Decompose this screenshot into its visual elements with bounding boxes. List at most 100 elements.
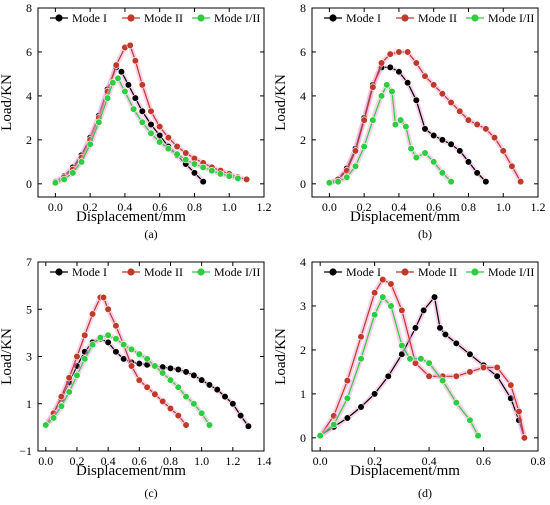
data-point (73, 371, 81, 380)
data-point (384, 372, 392, 380)
x-tick-label: 0.6 (476, 454, 491, 468)
x-tick-label: 0.2 (83, 200, 98, 214)
data-point (421, 149, 429, 157)
data-point (81, 355, 89, 363)
data-point (199, 178, 207, 186)
panel-label: (a) (144, 227, 157, 241)
legend-marker (471, 14, 479, 22)
data-point (402, 123, 410, 131)
y-tick-label: 2 (300, 133, 306, 147)
legend-label: Mode I (346, 11, 381, 25)
y-axis-label: Load/KN (0, 328, 15, 385)
data-point (174, 411, 182, 420)
plot-frame (311, 261, 539, 452)
data-point (452, 372, 460, 380)
legend-label: Mode I (72, 265, 107, 279)
legend-marker (55, 268, 63, 276)
x-axis-label: Displacement/mm (350, 463, 460, 479)
legend-entry: Mode II (396, 11, 457, 25)
data-point (166, 404, 175, 413)
data-point (386, 63, 394, 71)
legend-entry: Mode I/II (192, 11, 260, 25)
x-tick-label: 0.6 (132, 454, 147, 468)
data-point (421, 72, 429, 80)
data-point (166, 364, 175, 372)
data-point (383, 81, 391, 89)
data-point (147, 129, 155, 137)
data-point (351, 162, 360, 170)
data-point (95, 118, 103, 126)
x-tick-label: 0.4 (117, 200, 132, 214)
data-point (182, 368, 190, 376)
data-point (404, 79, 412, 87)
data-point (438, 136, 446, 144)
data-point (482, 125, 490, 133)
legend-marker (127, 14, 135, 22)
data-point (104, 338, 112, 346)
legend-marker (329, 14, 337, 22)
data-point (387, 302, 395, 310)
data-point (159, 397, 167, 405)
data-point (127, 345, 136, 354)
data-point (117, 68, 126, 76)
data-point (112, 61, 120, 69)
data-point (388, 87, 396, 96)
y-tick-label: −1 (19, 444, 32, 458)
legend-label: Mode I/II (488, 265, 534, 279)
data-point (343, 394, 351, 402)
data-point (205, 421, 214, 429)
y-tick-label: 7 (26, 255, 32, 269)
data-point (126, 41, 134, 49)
data-point (357, 355, 365, 363)
legend-marker (401, 268, 409, 276)
panel-label: (c) (144, 486, 157, 500)
data-point (198, 376, 206, 384)
x-tick-label: 0.2 (367, 454, 382, 468)
series-line (319, 279, 525, 438)
x-tick-label: 0.6 (152, 200, 167, 214)
data-point (343, 414, 351, 422)
plot-frame (37, 261, 265, 452)
data-point (42, 421, 50, 429)
chart-panel-1: 0.0 0.2 0.4 0.6 0.8 1.0 1.2 0 2 4 6 8 Displacement/m… (0, 1, 272, 241)
data-point (412, 59, 420, 67)
data-point (493, 372, 501, 380)
data-point (438, 90, 446, 98)
data-point (121, 87, 129, 96)
data-point (430, 293, 439, 301)
data-point (198, 409, 206, 417)
data-point (243, 175, 251, 184)
legend-entry: Mode II (122, 11, 183, 25)
data-point (182, 421, 190, 429)
data-point (334, 178, 342, 186)
plot-frame (311, 7, 539, 198)
data-point (104, 305, 112, 313)
legend-entry: Mode II (396, 265, 457, 279)
data-point (482, 178, 490, 186)
data-point (131, 57, 139, 65)
x-tick-label: 1.0 (194, 454, 209, 468)
data-point (151, 390, 159, 398)
chart-panel-3: 0.0 0.2 0.4 0.6 0.8 1.0 1.2 1.4 −1 1 3 5 7 Displaceme… (0, 255, 272, 500)
data-point (104, 331, 112, 339)
data-point (425, 372, 433, 380)
data-point (147, 107, 155, 115)
x-tick-label: 0.4 (101, 454, 116, 468)
y-tick-label: 6 (300, 45, 306, 59)
series-mode-i-ii (325, 81, 455, 187)
legend-entry: Mode I/II (466, 265, 534, 279)
data-point (73, 352, 81, 361)
data-point (466, 416, 474, 424)
y-tick-label: 8 (26, 1, 32, 15)
legend-label: Mode II (418, 265, 457, 279)
data-point (411, 324, 420, 332)
data-point (325, 179, 333, 187)
legend-entry: Mode I (324, 11, 381, 25)
x-tick-label: 0.0 (48, 200, 63, 214)
x-tick-label: 0.4 (391, 200, 406, 214)
x-tick-label: 0.6 (426, 200, 441, 214)
series-mode-ii (325, 48, 525, 187)
y-tick-label: 2 (300, 343, 306, 357)
data-point (456, 147, 464, 155)
data-point (473, 169, 481, 177)
